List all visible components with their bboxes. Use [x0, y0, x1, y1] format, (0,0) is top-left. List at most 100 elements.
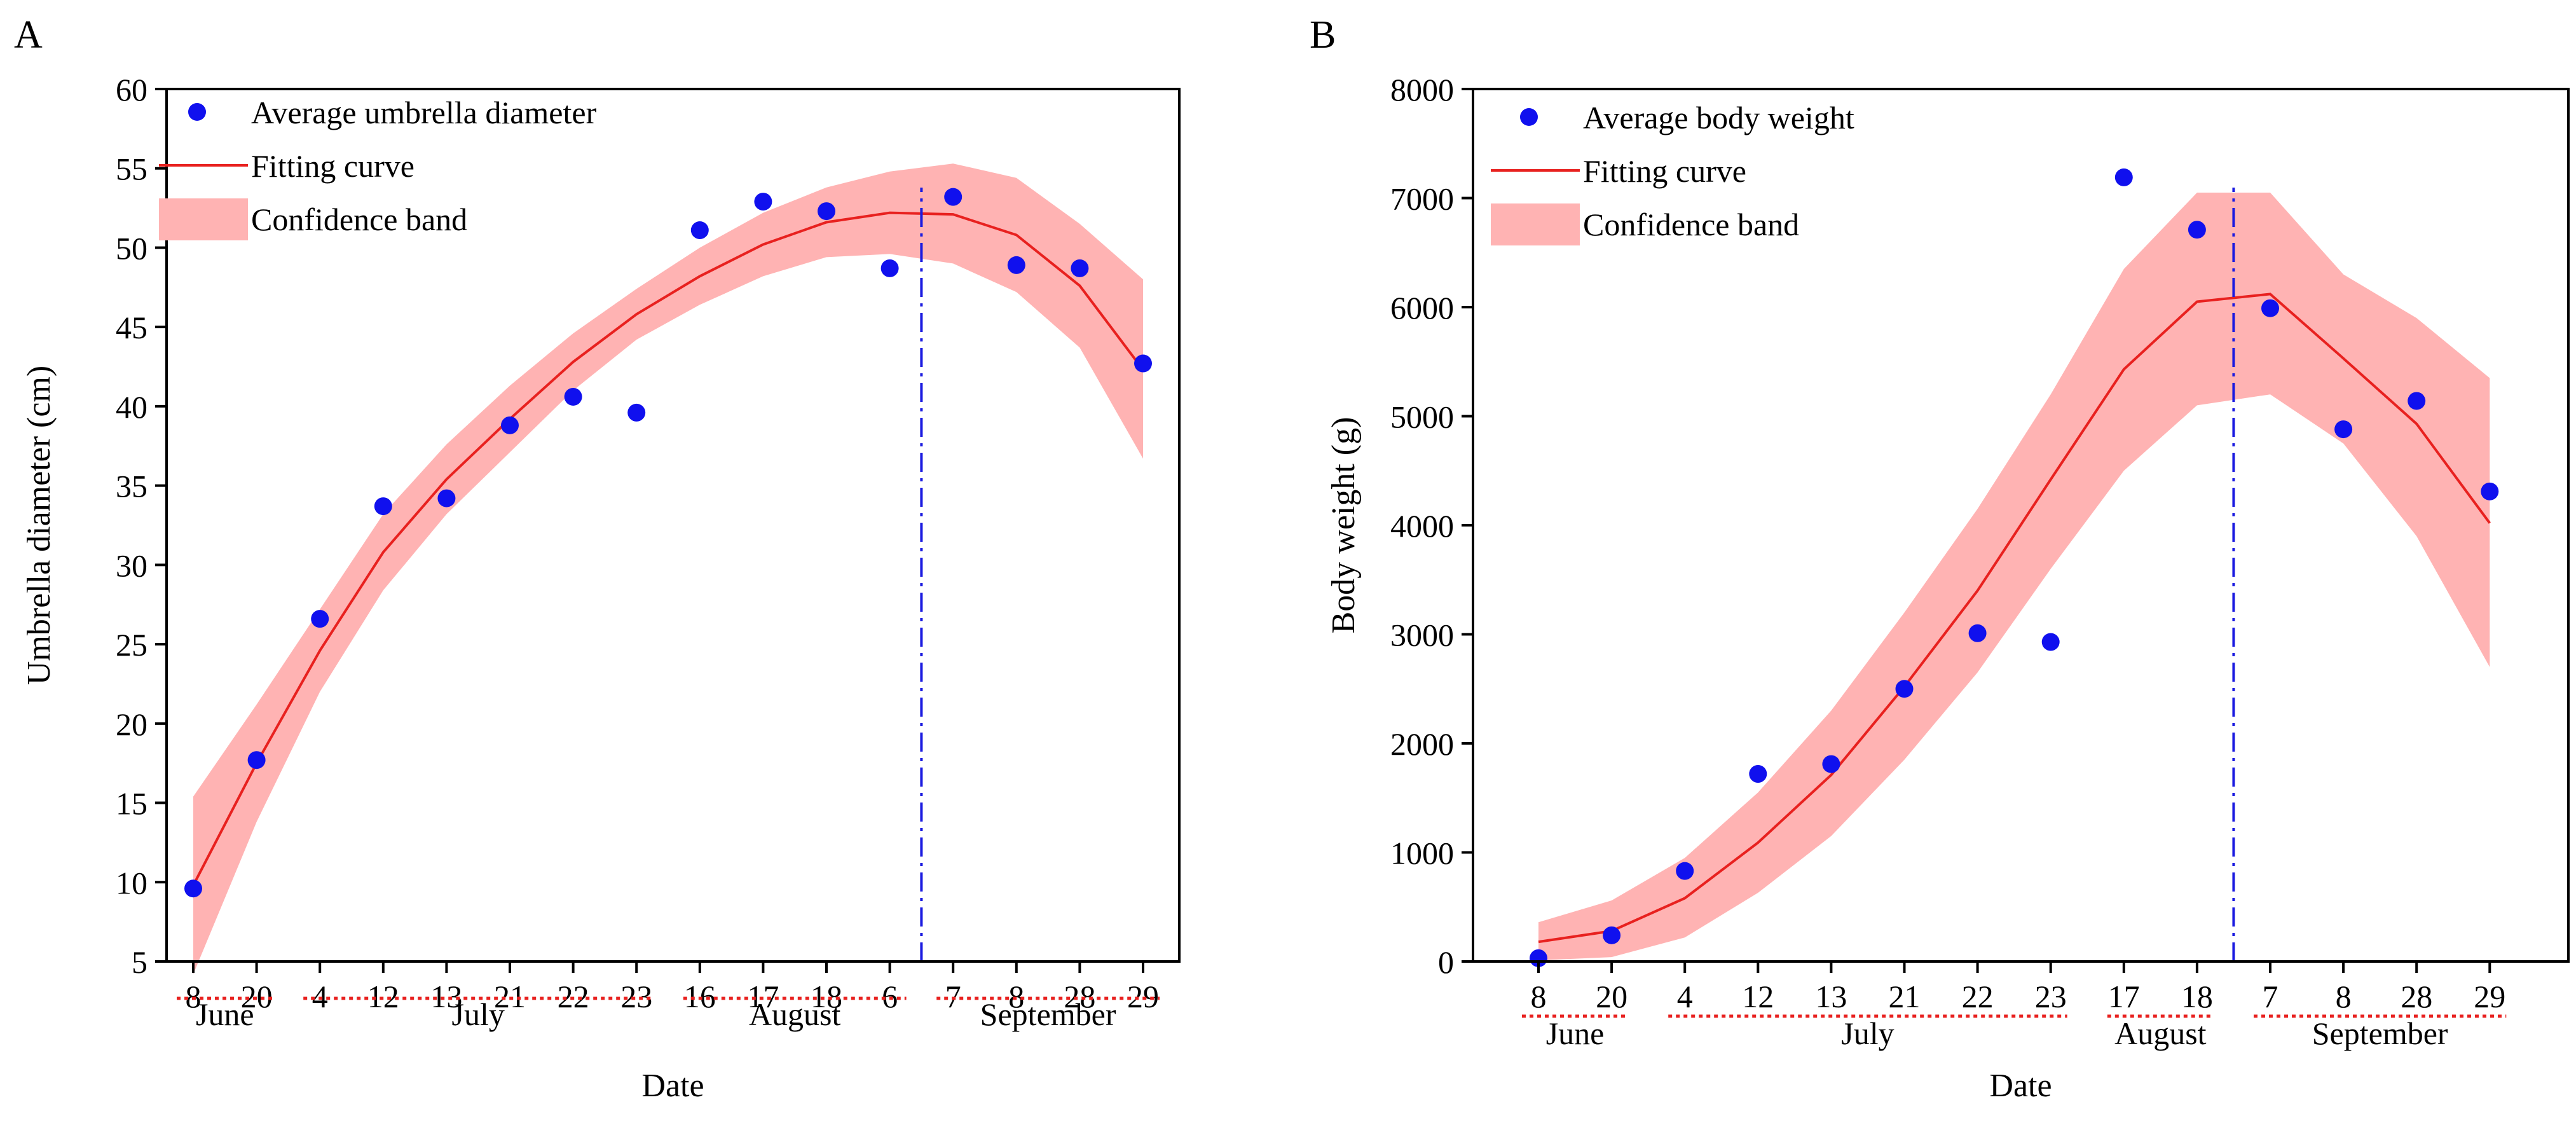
data-point-a-0 — [184, 879, 202, 898]
month-label-b-0: June — [1546, 1016, 1605, 1051]
legend-marker-band-a — [159, 198, 248, 240]
x-tick-label-a-8: 16 — [684, 979, 716, 1014]
chart-b: B 0 1000 2000 3000 4000 5000 6000 7000 8000 8 20 4 12… — [1310, 13, 2570, 1104]
data-point-a-3 — [374, 497, 392, 516]
y-tick-label-b-8: 8000 — [1390, 72, 1454, 107]
x-tick-label-b-0: 8 — [1531, 979, 1547, 1014]
month-label-b-1: July — [1841, 1016, 1894, 1051]
data-point-a-7 — [627, 403, 646, 422]
data-point-a-12 — [944, 188, 963, 206]
x-tick-label-b-7: 23 — [2035, 979, 2067, 1014]
x-tick-label-b-1: 20 — [1596, 979, 1627, 1014]
data-point-b-2 — [1676, 862, 1694, 880]
legend-marker-band-b — [1491, 203, 1580, 245]
legend-label-points-b: Average body weight — [1583, 100, 1854, 135]
chart-a: A 5 10 15 20 25 30 35 40 45 50 55 60 8 20 4 12 13 21 22 23 16… — [14, 13, 1181, 1104]
y-tick-label-b-7: 7000 — [1390, 181, 1454, 217]
legend-label-line-b: Fitting curve — [1583, 153, 1746, 189]
data-point-a-2 — [311, 610, 329, 628]
y-tick-label-b-1: 1000 — [1390, 836, 1454, 871]
x-tick-label-b-10: 7 — [2263, 979, 2278, 1014]
data-point-a-5 — [501, 416, 519, 434]
data-point-a-14 — [1071, 259, 1089, 277]
x-tick-label-b-6: 22 — [1962, 979, 1994, 1014]
data-point-b-10 — [2261, 299, 2279, 317]
month-label-b-2: August — [2114, 1016, 2207, 1051]
legend-label-band-b: Confidence band — [1583, 207, 1799, 242]
y-tick-label-b-3: 3000 — [1390, 617, 1454, 653]
x-tick-label-b-13: 29 — [2474, 979, 2505, 1014]
x-tick-label-a-5: 21 — [494, 979, 526, 1014]
data-point-b-5 — [1895, 680, 1914, 698]
data-point-b-3 — [1749, 765, 1767, 783]
confidence-band-a — [193, 163, 1143, 975]
data-point-b-13 — [2481, 482, 2499, 500]
y-tick-label-a-10: 55 — [116, 151, 147, 187]
fitting-curve-a — [192, 211, 1144, 886]
x-tick-label-a-14: 28 — [1064, 979, 1095, 1014]
data-point-a-8 — [690, 221, 709, 240]
legend-marker-points-a — [188, 103, 206, 121]
month-label-a-3: September — [980, 996, 1116, 1032]
legend-label-points-a: Average umbrella diameter — [251, 95, 597, 130]
y-tick-label-a-8: 45 — [116, 310, 147, 345]
x-tick-label-b-8: 17 — [2108, 979, 2140, 1014]
y-tick-label-a-2: 15 — [116, 786, 147, 822]
month-label-a-0: June — [196, 996, 254, 1032]
data-point-a-15 — [1134, 354, 1152, 373]
data-point-a-13 — [1007, 256, 1025, 274]
data-point-a-6 — [564, 387, 582, 406]
x-tick-label-b-5: 21 — [1889, 979, 1921, 1014]
y-axis-title-a: Umbrella diameter (cm) — [21, 366, 57, 685]
x-axis-title-b: Date — [1989, 1068, 2052, 1104]
plot-frame-a — [165, 88, 1181, 963]
y-axis-title-b: Body weight (g) — [1326, 417, 1362, 634]
x-tick-label-a-10: 18 — [811, 979, 842, 1014]
legend-b: Average body weight Fitting curve Confiden… — [1491, 100, 1854, 245]
legend-label-line-a: Fitting curve — [251, 148, 414, 184]
data-point-b-6 — [1968, 624, 1987, 642]
fitting-curve-b — [1538, 293, 2491, 944]
y-tick-label-b-0: 0 — [1438, 944, 1454, 980]
x-tick-label-b-11: 8 — [2336, 979, 2352, 1014]
y-tick-label-a-9: 50 — [116, 230, 147, 266]
data-point-b-1 — [1603, 926, 1621, 944]
x-tick-label-b-9: 18 — [2181, 979, 2213, 1014]
x-axis-title-a: Date — [641, 1068, 704, 1104]
data-point-a-11 — [880, 259, 899, 277]
data-point-a-9 — [754, 193, 772, 211]
x-tick-label-b-3: 12 — [1742, 979, 1774, 1014]
month-label-a-1: July — [452, 996, 505, 1032]
y-tick-label-a-0: 5 — [132, 944, 147, 980]
x-tick-label-b-12: 28 — [2401, 979, 2432, 1014]
x-tick-label-a-0: 8 — [186, 979, 202, 1014]
data-point-b-7 — [2041, 633, 2060, 651]
panel-label-a: A — [14, 13, 43, 57]
x-tick-label-a-1: 20 — [241, 979, 273, 1014]
x-tick-label-a-2: 4 — [312, 979, 328, 1014]
legend-label-band-a: Confidence band — [251, 202, 467, 237]
month-label-a-2: August — [749, 996, 841, 1032]
x-tick-label-a-11: 6 — [882, 979, 898, 1014]
y-tick-label-b-4: 4000 — [1390, 508, 1454, 544]
data-point-b-8 — [2114, 168, 2133, 186]
month-label-b-3: September — [2312, 1016, 2448, 1051]
y-tick-label-b-6: 6000 — [1390, 290, 1454, 326]
x-tick-label-a-6: 22 — [558, 979, 589, 1014]
y-tick-label-b-2: 2000 — [1390, 726, 1454, 762]
x-tick-label-a-12: 7 — [945, 979, 961, 1014]
legend-a: Average umbrella diameter Fitting curve Co… — [159, 95, 597, 240]
x-tick-label-a-3: 12 — [367, 979, 399, 1014]
y-tick-label-a-3: 20 — [116, 706, 147, 742]
data-point-b-11 — [2334, 420, 2353, 439]
y-tick-label-a-1: 10 — [116, 865, 147, 900]
data-point-b-9 — [2188, 221, 2206, 239]
legend-marker-points-b — [1520, 108, 1538, 126]
y-tick-label-a-4: 25 — [116, 627, 147, 663]
data-point-a-10 — [818, 202, 835, 221]
x-tick-label-b-4: 13 — [1815, 979, 1847, 1014]
data-point-b-4 — [1822, 755, 1840, 773]
y-tick-label-a-7: 40 — [116, 389, 147, 425]
x-tick-label-a-13: 8 — [1008, 979, 1024, 1014]
